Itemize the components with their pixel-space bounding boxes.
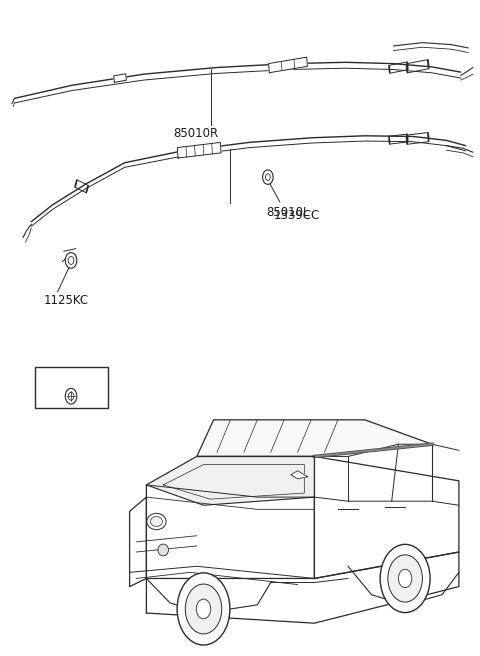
Text: 1125KC: 1125KC — [43, 294, 88, 307]
Ellipse shape — [406, 64, 408, 73]
Polygon shape — [114, 74, 126, 82]
Ellipse shape — [428, 133, 429, 142]
Circle shape — [65, 253, 77, 268]
Circle shape — [388, 555, 422, 602]
Circle shape — [177, 573, 230, 645]
Ellipse shape — [406, 135, 408, 144]
Ellipse shape — [407, 62, 408, 70]
Ellipse shape — [389, 136, 390, 144]
Circle shape — [68, 256, 74, 264]
Polygon shape — [146, 457, 314, 505]
Text: 85010L: 85010L — [266, 206, 310, 219]
Circle shape — [398, 569, 412, 588]
Circle shape — [265, 174, 270, 180]
Circle shape — [65, 388, 77, 404]
Polygon shape — [177, 142, 221, 158]
Ellipse shape — [389, 66, 390, 73]
Circle shape — [263, 170, 273, 184]
FancyBboxPatch shape — [35, 367, 108, 408]
Polygon shape — [197, 420, 432, 457]
Ellipse shape — [86, 186, 88, 193]
Ellipse shape — [407, 134, 408, 142]
Circle shape — [185, 584, 222, 634]
Ellipse shape — [428, 60, 429, 69]
Polygon shape — [268, 57, 308, 73]
Circle shape — [380, 544, 430, 613]
Polygon shape — [291, 471, 308, 479]
Text: 1327AE: 1327AE — [49, 371, 93, 380]
Circle shape — [196, 599, 211, 619]
Ellipse shape — [147, 513, 166, 530]
Text: 1339CC: 1339CC — [274, 209, 320, 222]
Ellipse shape — [151, 517, 162, 526]
Circle shape — [68, 392, 74, 400]
Ellipse shape — [158, 544, 168, 556]
Text: 85010R: 85010R — [173, 127, 218, 140]
Ellipse shape — [75, 180, 77, 187]
